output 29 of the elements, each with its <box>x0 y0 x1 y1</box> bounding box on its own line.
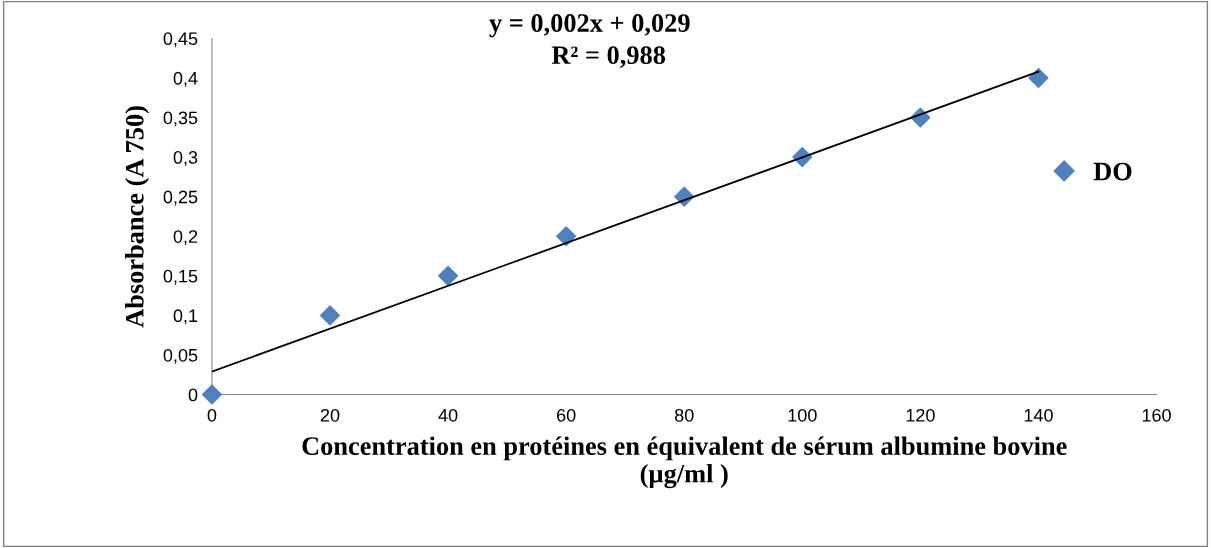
x-tick-label: 40 <box>438 408 458 422</box>
x-tick-label: 160 <box>1142 408 1171 422</box>
point <box>319 305 341 326</box>
annotation: R² = 0,988 <box>551 46 666 68</box>
y-tick-label: 0,05 <box>163 348 198 364</box>
y-axis-title: Absorbance (A 750) <box>125 106 150 328</box>
y-tick-label: 0,35 <box>163 111 198 127</box>
point <box>438 265 459 286</box>
text: y = 0,002x + 0,029 <box>489 14 690 38</box>
y-tick-label: 0 <box>188 388 198 402</box>
x-tick-label: 80 <box>674 408 694 422</box>
x-tick-label: 100 <box>788 408 817 422</box>
x-tick-label: 0 <box>207 408 217 422</box>
y-tick-label: 0,1 <box>173 309 198 325</box>
x-tick-label: 120 <box>906 408 935 422</box>
y-tick-label: 0,2 <box>173 230 198 246</box>
y-tick-label: 0,25 <box>163 190 198 206</box>
x-tick-label: 140 <box>1024 408 1053 422</box>
point <box>556 226 577 247</box>
point <box>201 384 222 405</box>
x-tick-label: 60 <box>557 408 576 422</box>
x-axis-title: Concentration en protéines en équivalent de sérum albumine bovine (µg/ml ) <box>302 436 1067 489</box>
y-tick-label: 0,45 <box>163 32 198 48</box>
y-tick-label: 0,15 <box>163 269 198 285</box>
point <box>1028 67 1049 88</box>
legend-label: DO <box>1093 162 1132 181</box>
y-tick-label: 0,3 <box>173 151 198 166</box>
y-tick-label: 0,4 <box>173 71 198 87</box>
x-tick-label: 20 <box>320 408 340 422</box>
